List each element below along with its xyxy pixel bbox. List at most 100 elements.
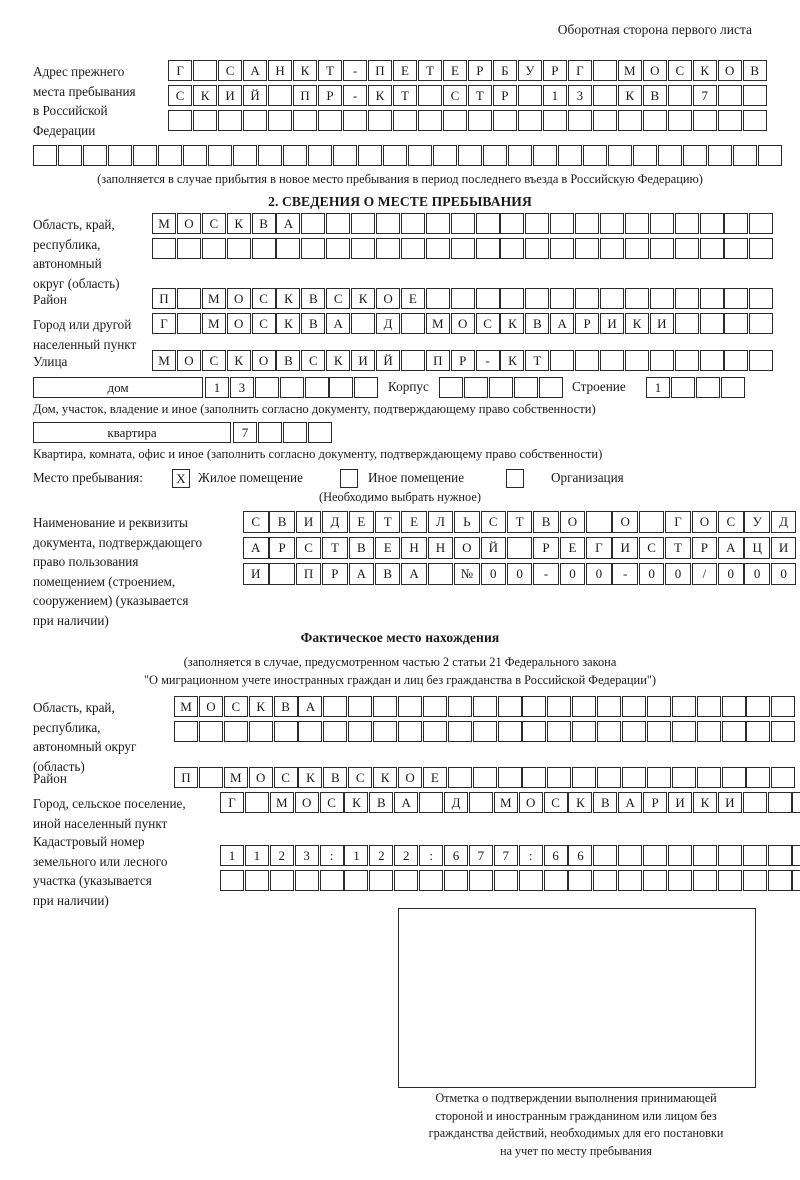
char-cell[interactable]: К bbox=[326, 350, 351, 371]
char-cell[interactable] bbox=[132, 145, 158, 166]
char-cell[interactable]: К bbox=[367, 85, 393, 106]
char-cell[interactable]: А bbox=[618, 792, 643, 813]
char-cell[interactable] bbox=[348, 696, 373, 717]
char-cell[interactable] bbox=[198, 767, 223, 788]
char-cell[interactable] bbox=[550, 238, 575, 259]
char-cell[interactable] bbox=[568, 870, 593, 891]
char-cell[interactable] bbox=[575, 350, 600, 371]
char-cell[interactable] bbox=[182, 145, 208, 166]
char-cell[interactable]: О bbox=[559, 511, 586, 533]
char-cell[interactable] bbox=[724, 238, 749, 259]
char-cell[interactable] bbox=[592, 110, 617, 131]
char-cell[interactable] bbox=[475, 288, 500, 309]
char-cell[interactable] bbox=[674, 238, 699, 259]
actual-region-row-2[interactable] bbox=[174, 721, 796, 742]
char-cell[interactable] bbox=[522, 696, 547, 717]
char-cell[interactable] bbox=[792, 870, 800, 891]
char-cell[interactable]: - bbox=[342, 60, 368, 81]
char-cell[interactable] bbox=[624, 213, 649, 234]
char-cell[interactable] bbox=[792, 792, 800, 813]
char-cell[interactable]: И bbox=[600, 313, 625, 334]
char-cell[interactable] bbox=[351, 213, 376, 234]
char-cell[interactable]: С bbox=[217, 60, 243, 81]
char-cell[interactable] bbox=[351, 238, 376, 259]
char-cell[interactable] bbox=[319, 870, 344, 891]
char-cell[interactable] bbox=[525, 213, 550, 234]
char-cell[interactable]: К bbox=[500, 313, 525, 334]
char-cell[interactable] bbox=[242, 110, 268, 131]
char-cell[interactable] bbox=[649, 350, 674, 371]
char-cell[interactable] bbox=[767, 870, 792, 891]
char-cell[interactable] bbox=[168, 110, 193, 131]
char-cell[interactable]: Г bbox=[665, 511, 691, 533]
char-cell[interactable] bbox=[721, 721, 746, 742]
char-cell[interactable] bbox=[201, 238, 226, 259]
char-cell[interactable] bbox=[82, 145, 108, 166]
char-cell[interactable]: И bbox=[351, 350, 376, 371]
char-cell[interactable] bbox=[649, 238, 674, 259]
char-cell[interactable] bbox=[407, 145, 432, 166]
char-cell[interactable]: С bbox=[243, 511, 269, 533]
char-cell[interactable]: С bbox=[667, 60, 692, 81]
char-cell[interactable]: Н bbox=[401, 537, 427, 559]
checkbox-zhiloe[interactable]: X bbox=[172, 469, 190, 488]
char-cell[interactable]: М bbox=[223, 767, 248, 788]
char-cell[interactable]: М bbox=[201, 288, 226, 309]
char-cell[interactable]: Г bbox=[168, 60, 193, 81]
char-cell[interactable] bbox=[692, 845, 717, 866]
char-cell[interactable] bbox=[671, 696, 696, 717]
char-cell[interactable]: 1 bbox=[205, 377, 229, 398]
char-cell[interactable] bbox=[329, 377, 354, 398]
char-cell[interactable]: И bbox=[217, 85, 243, 106]
char-cell[interactable] bbox=[682, 145, 707, 166]
char-cell[interactable]: № bbox=[454, 563, 480, 585]
char-cell[interactable] bbox=[600, 213, 625, 234]
char-cell[interactable] bbox=[342, 110, 368, 131]
char-cell[interactable]: : bbox=[319, 845, 344, 866]
char-cell[interactable] bbox=[497, 696, 522, 717]
char-cell[interactable] bbox=[696, 696, 721, 717]
char-cell[interactable] bbox=[742, 870, 767, 891]
char-cell[interactable]: Р bbox=[322, 563, 348, 585]
char-cell[interactable] bbox=[442, 110, 468, 131]
char-cell[interactable] bbox=[593, 870, 618, 891]
char-cell[interactable] bbox=[267, 85, 293, 106]
char-cell[interactable]: 3 bbox=[294, 845, 319, 866]
char-cell[interactable]: М bbox=[152, 350, 176, 371]
char-cell[interactable] bbox=[373, 696, 398, 717]
char-cell[interactable] bbox=[671, 767, 696, 788]
char-cell[interactable] bbox=[724, 313, 749, 334]
char-cell[interactable] bbox=[707, 145, 732, 166]
char-cell[interactable] bbox=[593, 845, 618, 866]
char-cell[interactable] bbox=[550, 213, 575, 234]
char-cell[interactable]: А bbox=[394, 792, 419, 813]
char-cell[interactable] bbox=[506, 537, 533, 559]
char-cell[interactable]: О bbox=[176, 213, 201, 234]
char-cell[interactable] bbox=[646, 767, 671, 788]
char-cell[interactable]: С bbox=[718, 511, 744, 533]
char-cell[interactable] bbox=[518, 870, 543, 891]
char-cell[interactable]: - bbox=[475, 350, 500, 371]
char-cell[interactable] bbox=[547, 721, 572, 742]
char-cell[interactable] bbox=[398, 721, 423, 742]
char-cell[interactable]: Д bbox=[322, 511, 348, 533]
char-cell[interactable] bbox=[307, 145, 333, 166]
char-cell[interactable] bbox=[597, 767, 622, 788]
char-cell[interactable]: 7 bbox=[493, 845, 518, 866]
char-cell[interactable]: А bbox=[718, 537, 744, 559]
char-cell[interactable] bbox=[157, 145, 183, 166]
char-cell[interactable]: К bbox=[373, 767, 398, 788]
char-cell[interactable] bbox=[525, 238, 550, 259]
char-cell[interactable]: Й bbox=[242, 85, 268, 106]
char-cell[interactable] bbox=[152, 238, 176, 259]
char-cell[interactable] bbox=[692, 870, 717, 891]
cadastral-row-2[interactable] bbox=[220, 870, 800, 891]
char-cell[interactable]: С bbox=[251, 313, 276, 334]
char-cell[interactable] bbox=[646, 696, 671, 717]
char-cell[interactable] bbox=[717, 845, 742, 866]
char-cell[interactable]: Р bbox=[643, 792, 668, 813]
char-cell[interactable]: О bbox=[251, 350, 276, 371]
char-cell[interactable]: О bbox=[450, 313, 475, 334]
char-cell[interactable]: М bbox=[269, 792, 294, 813]
